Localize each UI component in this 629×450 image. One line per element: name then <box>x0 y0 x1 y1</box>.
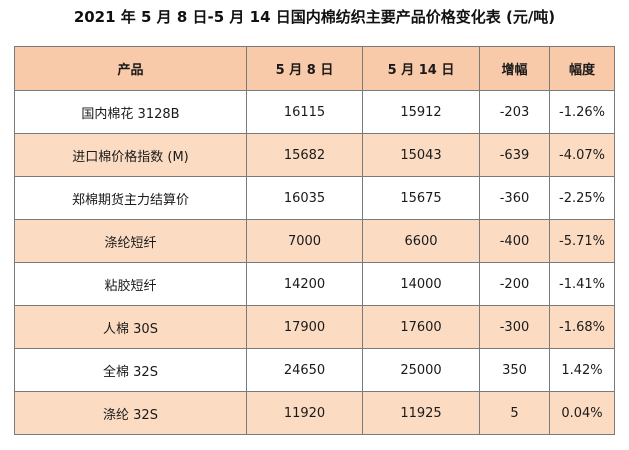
table-title: 2021 年 5 月 8 日-5 月 14 日国内棉纺织主要产品价格变化表 (元… <box>73 8 556 26</box>
cell-may-8: 16035 <box>246 176 363 220</box>
cell-percent: 1.42% <box>549 348 615 392</box>
table-row: 涤纶 32S 11920 11925 5 0.04% <box>14 391 615 435</box>
header-product: 产品 <box>14 46 247 91</box>
header-may-8: 5 月 8 日 <box>246 46 363 91</box>
cell-change: -203 <box>479 90 550 134</box>
header-row: 产品 5 月 8 日 5 月 14 日 增幅 幅度 <box>14 46 615 91</box>
cell-product: 粘胶短纤 <box>14 262 247 306</box>
cell-may-14: 25000 <box>362 348 480 392</box>
cell-change: -300 <box>479 305 550 349</box>
cell-percent: -1.68% <box>549 305 615 349</box>
cell-may-14: 15912 <box>362 90 480 134</box>
cell-may-14: 15675 <box>362 176 480 220</box>
cell-product: 全棉 32S <box>14 348 247 392</box>
table-row: 涤纶短纤 7000 6600 -400 -5.71% <box>14 219 615 263</box>
cell-may-14: 14000 <box>362 262 480 306</box>
cell-percent: -1.41% <box>549 262 615 306</box>
cell-product: 国内棉花 3128B <box>14 90 247 134</box>
table-row: 全棉 32S 24650 25000 350 1.42% <box>14 348 615 392</box>
header-change: 增幅 <box>479 46 550 91</box>
cell-change: -200 <box>479 262 550 306</box>
cell-product: 郑棉期货主力结算价 <box>14 176 247 220</box>
cell-change: -360 <box>479 176 550 220</box>
cell-may-8: 17900 <box>246 305 363 349</box>
cell-may-8: 11920 <box>246 391 363 435</box>
cell-may-8: 7000 <box>246 219 363 263</box>
price-change-table: 产品 5 月 8 日 5 月 14 日 增幅 幅度 国内棉花 3128B 161… <box>14 46 615 435</box>
cell-may-14: 11925 <box>362 391 480 435</box>
cell-may-8: 24650 <box>246 348 363 392</box>
cell-percent: -1.26% <box>549 90 615 134</box>
cell-change: 5 <box>479 391 550 435</box>
cell-percent: -2.25% <box>549 176 615 220</box>
cell-change: -639 <box>479 133 550 177</box>
cell-may-8: 15682 <box>246 133 363 177</box>
cell-product: 涤纶短纤 <box>14 219 247 263</box>
cell-percent: -5.71% <box>549 219 615 263</box>
cell-may-8: 16115 <box>246 90 363 134</box>
cell-change: -400 <box>479 219 550 263</box>
cell-product: 涤纶 32S <box>14 391 247 435</box>
cell-may-14: 15043 <box>362 133 480 177</box>
table-row: 郑棉期货主力结算价 16035 15675 -360 -2.25% <box>14 176 615 220</box>
cell-product: 人棉 30S <box>14 305 247 349</box>
table-row: 粘胶短纤 14200 14000 -200 -1.41% <box>14 262 615 306</box>
cell-may-14: 6600 <box>362 219 480 263</box>
header-percent: 幅度 <box>549 46 615 91</box>
table-row: 人棉 30S 17900 17600 -300 -1.68% <box>14 305 615 349</box>
cell-product: 进口棉价格指数 (M) <box>14 133 247 177</box>
table-row: 国内棉花 3128B 16115 15912 -203 -1.26% <box>14 90 615 134</box>
cell-percent: -4.07% <box>549 133 615 177</box>
cell-percent: 0.04% <box>549 391 615 435</box>
cell-change: 350 <box>479 348 550 392</box>
cell-may-14: 17600 <box>362 305 480 349</box>
header-may-14: 5 月 14 日 <box>362 46 480 91</box>
table-row: 进口棉价格指数 (M) 15682 15043 -639 -4.07% <box>14 133 615 177</box>
cell-may-8: 14200 <box>246 262 363 306</box>
